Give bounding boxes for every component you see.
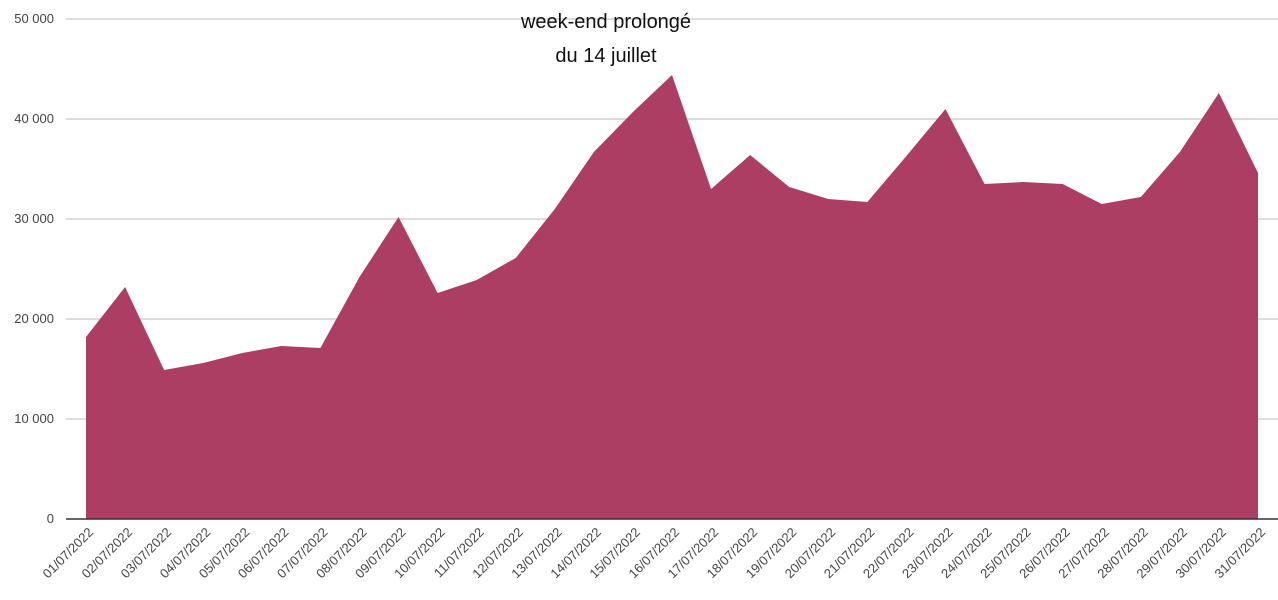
- y-tick-label: 0: [47, 511, 54, 526]
- y-tick-label: 40 000: [14, 111, 54, 126]
- y-tick-label: 10 000: [14, 411, 54, 426]
- area: [86, 75, 1258, 519]
- annotation: week-end prolongé du 14 juillet: [520, 11, 692, 67]
- y-tick-label: 30 000: [14, 211, 54, 226]
- y-tick-label: 50 000: [14, 11, 54, 26]
- y-tick-label: 20 000: [14, 311, 54, 326]
